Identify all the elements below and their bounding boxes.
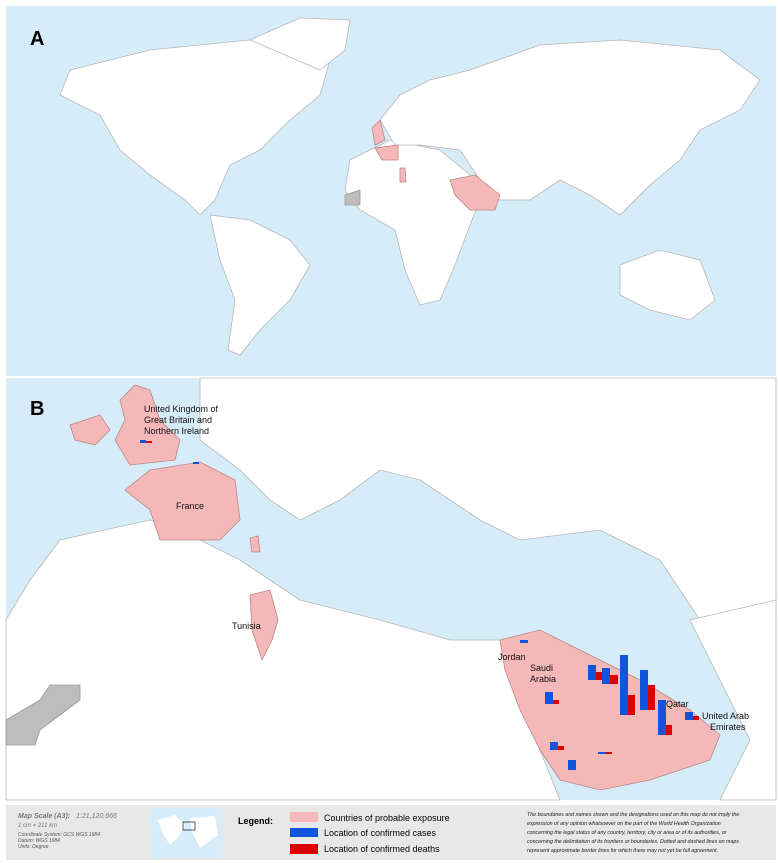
- footer: [6, 805, 776, 860]
- disclaimer: concerning the legal status of any count…: [527, 830, 727, 836]
- country-label: Qatar: [666, 699, 689, 709]
- inset-frame: [182, 821, 196, 831]
- legend-item: Location of confirmed cases: [324, 828, 437, 838]
- country-labels: United Kingdom of Great Britain and Nort…: [144, 404, 749, 732]
- disclaimer: The boundaries and names shown and the d…: [527, 812, 739, 818]
- world-map: [59, 17, 761, 356]
- country-label: United Kingdom of: [144, 404, 219, 414]
- panel-label: A: [30, 28, 44, 50]
- legend-item: Location of confirmed deaths: [324, 844, 440, 854]
- disclaimer: represent approximate border lines for w…: [527, 848, 718, 854]
- legend-swatch: [290, 812, 318, 822]
- scale-title: Map Scale (A3):: [18, 813, 70, 820]
- country-label: France: [176, 501, 204, 511]
- country-label: United Arab: [702, 711, 749, 721]
- country-label: Arabia: [530, 674, 556, 684]
- scale-note: 1 cm = 211 km: [18, 823, 57, 829]
- legend-swatch: [290, 828, 318, 837]
- inset-land: [158, 815, 218, 848]
- case-bars: [140, 440, 699, 770]
- country-label: Northern Ireland: [144, 426, 209, 436]
- country-label: Great Britain and: [144, 415, 212, 425]
- region-map: [5, 377, 777, 801]
- scale-value: 1:21,120,666: [76, 813, 117, 820]
- disclaimer: expression of any opinion whatsoever on …: [527, 821, 721, 827]
- country-label: Saudi: [530, 663, 553, 673]
- coord-text: Units: Degree: [18, 844, 49, 850]
- legend-item: Countries of probable exposure: [324, 813, 450, 823]
- legend-swatch: [290, 844, 318, 854]
- panel-label: B: [30, 398, 44, 420]
- country-label: Jordan: [498, 652, 526, 662]
- country-label: Tunisia: [232, 621, 261, 631]
- disclaimer: concerning the delimitation of its front…: [527, 839, 739, 845]
- country-label: Emirates: [710, 722, 746, 732]
- coord-text: Datum: WGS 1984: [18, 838, 60, 844]
- legend-title: Legend:: [238, 816, 273, 826]
- coord-text: Coordinate System: GCS WGS 1984: [18, 832, 100, 838]
